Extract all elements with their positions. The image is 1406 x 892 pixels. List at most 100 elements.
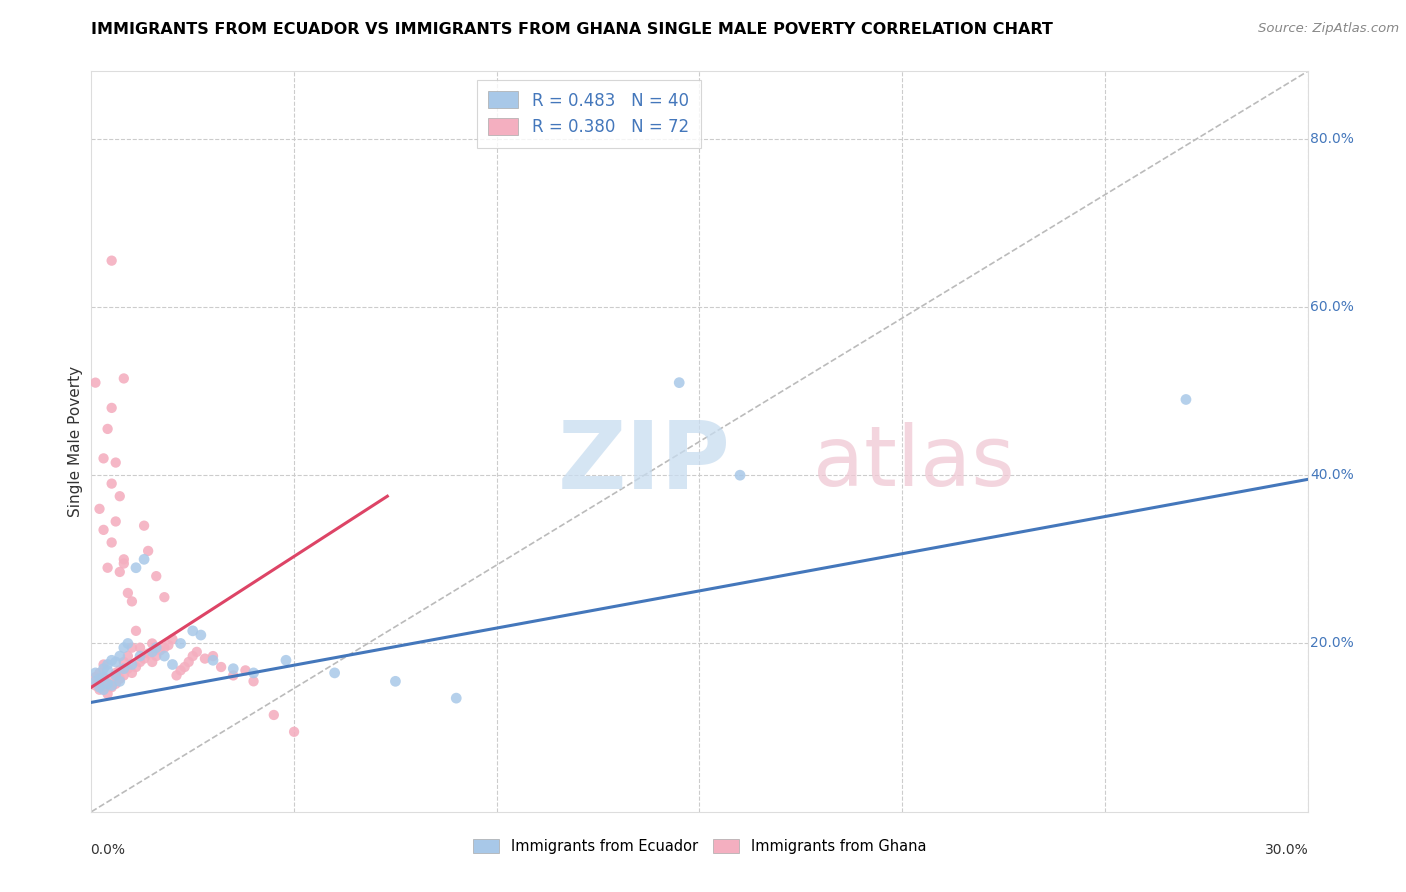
Point [112,668,135,682]
Point [202,653,225,667]
Point [1175,392,1198,407]
Point [104,668,127,682]
Point [117,649,139,664]
Point [129,649,152,664]
Point [194,651,217,665]
Text: ZIP: ZIP [558,417,731,508]
Point [181,649,204,664]
Point [97,677,120,691]
Point [89,674,111,689]
Point [235,664,257,678]
Point [153,590,176,604]
Point [89,501,111,516]
Point [108,565,131,579]
Point [157,638,180,652]
Text: atlas: atlas [813,422,1015,503]
Point [100,401,122,415]
Point [117,662,139,676]
Point [117,636,139,650]
Point [112,640,135,655]
Point [145,569,167,583]
Text: 0.0%: 0.0% [90,843,125,857]
Point [209,660,232,674]
Point [145,649,167,664]
Point [93,680,115,694]
Point [84,376,107,390]
Point [141,636,163,650]
Point [104,456,127,470]
Point [100,653,122,667]
Point [108,674,131,689]
Text: 80.0%: 80.0% [1310,132,1354,145]
Text: 40.0%: 40.0% [1310,468,1354,483]
Point [89,665,111,680]
Point [444,691,467,706]
Point [89,680,111,694]
Point [112,371,135,385]
Point [242,674,264,689]
Point [132,651,155,665]
Point [112,557,135,571]
Point [89,672,111,686]
Point [153,649,176,664]
Point [125,624,148,638]
Point [93,662,115,676]
Point [100,253,122,268]
Point [97,657,120,672]
Point [108,649,131,664]
Point [132,518,155,533]
Point [97,677,120,691]
Point [93,523,115,537]
Point [145,640,167,655]
Point [125,560,148,574]
Y-axis label: Single Male Poverty: Single Male Poverty [67,366,83,517]
Point [136,544,159,558]
Point [93,670,115,684]
Point [97,664,120,678]
Point [84,670,107,684]
Point [104,515,127,529]
Point [166,668,188,682]
Point [93,657,115,672]
Point [190,628,212,642]
Point [121,665,143,680]
Point [117,586,139,600]
Point [162,632,184,647]
Point [100,535,122,549]
Point [274,653,297,667]
Point [97,422,120,436]
Point [112,552,135,566]
Text: Source: ZipAtlas.com: Source: ZipAtlas.com [1258,22,1399,36]
Point [108,664,131,678]
Point [263,708,285,723]
Point [384,674,406,689]
Point [169,664,191,678]
Point [149,643,172,657]
Point [89,682,111,697]
Point [132,552,155,566]
Point [97,560,120,574]
Point [141,655,163,669]
Point [222,662,245,676]
Point [93,451,115,466]
Point [242,665,264,680]
Legend: R = 0.483   N = 40, R = 0.380   N = 72: R = 0.483 N = 40, R = 0.380 N = 72 [477,79,700,148]
Point [129,655,152,669]
Point [100,679,122,693]
Point [129,640,152,655]
Point [112,662,135,676]
Point [108,489,131,503]
Point [186,645,208,659]
Point [100,672,122,686]
Point [93,672,115,686]
Point [181,624,204,638]
Point [202,649,225,664]
Point [136,647,159,661]
Point [100,680,122,694]
Point [100,476,122,491]
Point [283,724,305,739]
Point [84,665,107,680]
Point [173,660,195,674]
Point [162,657,184,672]
Point [222,668,245,682]
